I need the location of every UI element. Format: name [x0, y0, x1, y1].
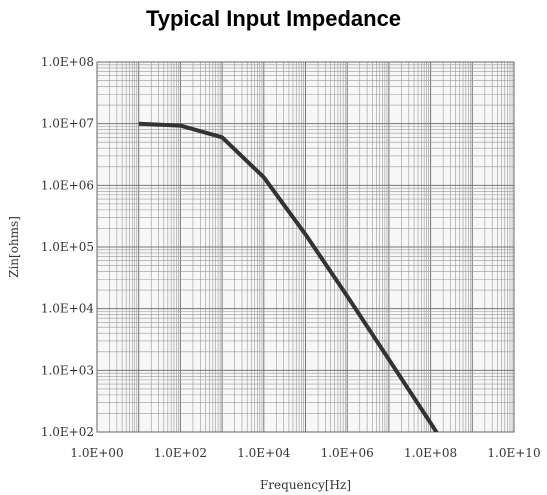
- x-tick-label: 1.0E+02: [154, 446, 207, 460]
- x-axis-label: Frequency[Hz]: [260, 478, 351, 492]
- chart-title: Typical Input Impedance: [145, 6, 402, 31]
- y-tick-label: 1.0E+03: [41, 363, 94, 377]
- x-tick-labels: 1.0E+00 1.0E+02 1.0E+04 1.0E+06 1.0E+08 1.0E+…: [70, 446, 540, 460]
- plot-frame: [96, 61, 515, 433]
- y-tick-labels: 1.0E+02 1.0E+03 1.0E+04 1.0E+05 1.0E+06 1.0E+…: [41, 55, 95, 439]
- x-tick-label: 1.0E+10: [487, 446, 540, 460]
- x-tick-label: 1.0E+06: [321, 446, 374, 460]
- y-tick-label: 1.0E+05: [41, 240, 94, 254]
- x-tick-label: 1.0E+04: [237, 446, 291, 460]
- y-tick-label: 1.0E+02: [41, 425, 94, 439]
- y-tick-label: 1.0E+04: [41, 302, 95, 316]
- y-tick-label: 1.0E+07: [41, 117, 94, 131]
- y-tick-label: 1.0E+08: [41, 55, 94, 69]
- x-tick-label: 1.0E+08: [404, 446, 457, 460]
- grid: [96, 62, 514, 433]
- x-tick-label: 1.0E+00: [70, 446, 123, 460]
- series-line: [138, 121, 439, 432]
- series-group: [138, 121, 439, 432]
- y-tick-label: 1.0E+06: [41, 178, 94, 192]
- y-axis-label: Zin[ohms]: [7, 216, 21, 278]
